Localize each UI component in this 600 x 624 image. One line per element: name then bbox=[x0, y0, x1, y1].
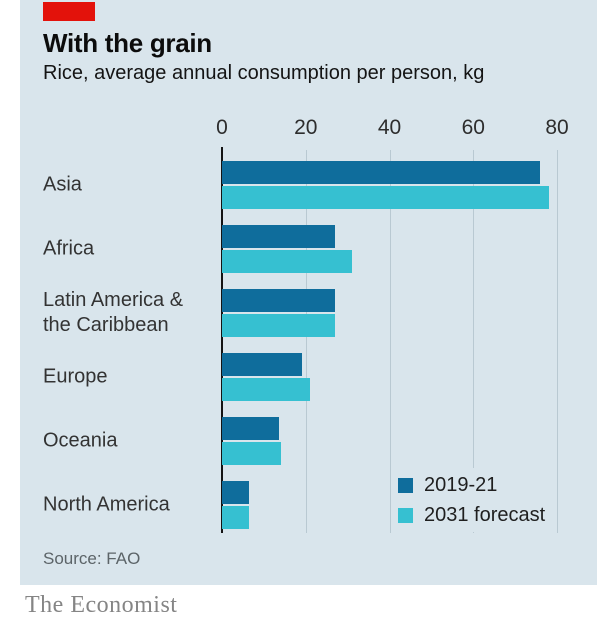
source-note: Source: FAO bbox=[43, 549, 141, 568]
y-axis-baseline bbox=[221, 147, 223, 533]
legend-item-2019-21: 2019-21 bbox=[398, 470, 552, 500]
chart-subtitle: Rice, average annual consumption per per… bbox=[43, 62, 485, 84]
bar-north-america-2031-forecast bbox=[222, 506, 249, 529]
category-label-africa: Africa bbox=[43, 237, 95, 260]
legend-label-2019-21: 2019-21 bbox=[424, 473, 498, 496]
gridline-20 bbox=[305, 150, 307, 533]
bar-africa-2019-21 bbox=[222, 225, 335, 248]
economist-red-tab bbox=[43, 2, 95, 21]
legend-swatch-2031-forecast bbox=[398, 507, 413, 523]
bar-asia-2031-forecast bbox=[222, 186, 549, 209]
category-label-oceania: Oceania bbox=[43, 429, 118, 452]
category-label-north-america: North America bbox=[43, 493, 170, 516]
gridline-40 bbox=[389, 150, 391, 533]
bar-latin-america-2019-21 bbox=[222, 289, 335, 312]
x-axis-tick-label-20: 20 bbox=[294, 116, 318, 139]
x-axis-tick-label-0: 0 bbox=[216, 116, 228, 139]
legend-swatch-2019-21 bbox=[398, 477, 413, 493]
bar-europe-2031-forecast bbox=[222, 378, 310, 401]
bar-africa-2031-forecast bbox=[222, 250, 352, 273]
bar-europe-2019-21 bbox=[222, 353, 302, 376]
x-axis-tick-label-80: 80 bbox=[545, 116, 569, 139]
x-axis-tick-label-60: 60 bbox=[461, 116, 485, 139]
bar-north-america-2019-21 bbox=[222, 481, 249, 504]
bar-chart: 0 20 40 60 80 Asia Africa Latin America & the Ca… bbox=[20, 0, 597, 585]
chart-title: With the grain bbox=[43, 28, 212, 58]
x-axis-tick-label-40: 40 bbox=[377, 116, 402, 139]
economist-footer-logo: The Economist bbox=[25, 592, 178, 618]
bar-latin-america-2031-forecast bbox=[222, 314, 335, 337]
bar-asia-2019-21 bbox=[222, 161, 540, 184]
category-label-asia: Asia bbox=[43, 173, 82, 196]
legend-item-2031-forecast: 2031 forecast bbox=[398, 500, 552, 530]
bar-oceania-2019-21 bbox=[222, 417, 279, 440]
legend-label-2031-forecast: 2031 forecast bbox=[424, 503, 546, 526]
bar-oceania-2031-forecast bbox=[222, 442, 281, 465]
legend: 2019-21 2031 forecast bbox=[394, 468, 552, 532]
category-label-europe: Europe bbox=[43, 365, 108, 388]
gridline-60 bbox=[473, 150, 475, 533]
chart-panel: With the grain Rice, average annual cons… bbox=[20, 0, 597, 585]
category-label-latin-america: Latin America & the Caribbean bbox=[43, 289, 184, 336]
gridline-80 bbox=[557, 150, 558, 533]
